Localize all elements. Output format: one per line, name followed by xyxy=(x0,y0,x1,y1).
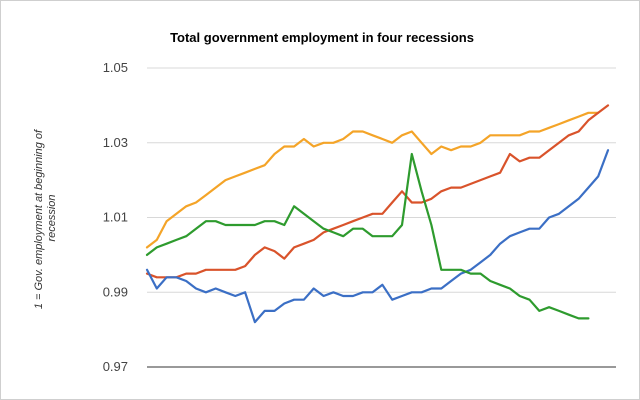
series-line-2 xyxy=(145,104,610,279)
chart-title: Total government employment in four rece… xyxy=(170,30,474,45)
y-axis-label: 1 = Gov. employment at beginning of rece… xyxy=(33,127,58,309)
y-tick-label: 0.99 xyxy=(103,284,128,299)
series-line-4 xyxy=(145,152,590,320)
series-line-1 xyxy=(145,111,600,249)
y-tick-labels: 0.97 0.99 1.01 1.03 1.05 xyxy=(103,60,128,374)
series-lines xyxy=(145,104,610,324)
y-tick-label: 1.03 xyxy=(103,135,128,150)
y-axis-label-line-2: recession xyxy=(46,194,58,241)
series-line-3 xyxy=(145,149,610,324)
y-axis-label-line-1: 1 = Gov. employment at beginning of xyxy=(33,129,45,309)
y-tick-label: 1.05 xyxy=(103,60,128,75)
y-tick-label: 0.97 xyxy=(103,359,128,374)
gridlines xyxy=(147,67,616,293)
y-tick-label: 1.01 xyxy=(103,210,128,225)
